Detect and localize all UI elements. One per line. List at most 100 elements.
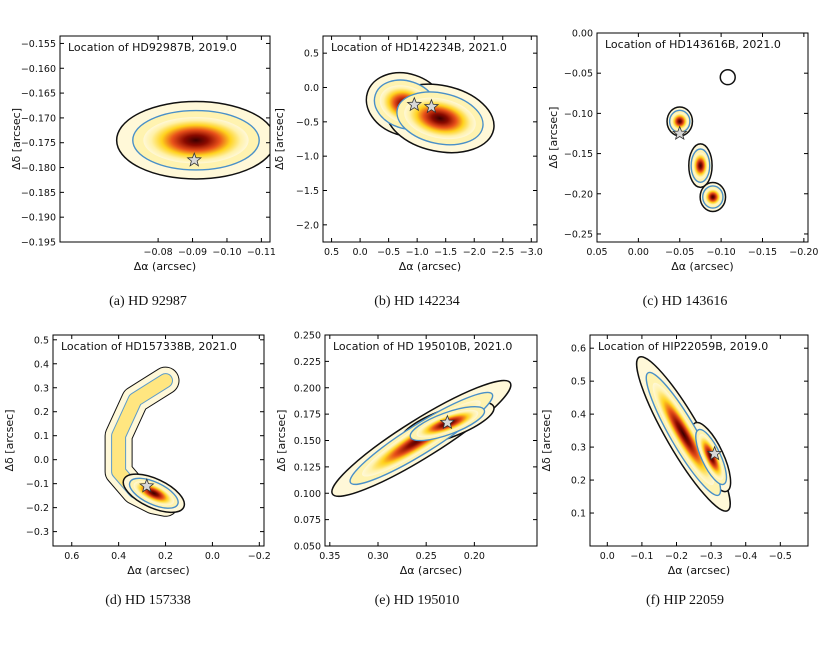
x-axis-label: Δα (arcsec) [399,260,461,273]
panel-c: 0.05 0.00 −0.05 −0.10 −0.15 −0.20 0.00 −0.05 −0.… [547,29,818,274]
y-tick-label: 0.250 [294,331,321,342]
x-axis-label: Δα (arcsec) [400,564,462,577]
x-tick-label: 0.4 [111,551,126,562]
companion-star-marker [186,151,202,167]
companion-star-marker [139,477,155,493]
y-tick-label: −0.160 [21,64,56,75]
outer-contour [719,69,736,86]
y-tick-label: 0.175 [294,410,321,421]
x-tick-label: −0.3 [700,551,723,562]
companion-star-marker [439,414,456,430]
x-tick-label: 0.20 [464,551,485,562]
x-tick-label: 0.25 [416,551,437,562]
y-axis-label: Δδ [arcsec] [275,410,288,472]
y-tick-label: 0.200 [294,383,321,394]
y-tick-label: 0.3 [571,443,586,454]
y-tick-label: 0.225 [294,357,321,368]
x-tick-label: −0.5 [769,551,792,562]
y-tick-label: 0.075 [294,515,321,526]
companion-star-marker [406,96,423,112]
y-tick-label: 0.5 [304,49,319,60]
y-tick-label: 0.6 [571,344,586,355]
y-tick-label: −0.05 [564,69,593,80]
x-tick-label: 0.00 [628,247,649,258]
x-tick-label: 0.05 [586,247,607,258]
panel-a: −0.08 −0.09 −0.10 −0.11 −0.155 −0.160 −0.165 −0… [10,35,276,273]
contour-layer [104,366,186,517]
plot-frame [589,334,809,547]
y-tick-label: 0.00 [572,29,593,40]
y-tick-label: −0.195 [21,238,56,249]
contour-layer [635,355,732,512]
x-tick-label: 0.5 [324,247,339,258]
contour-layer [115,100,270,180]
x-tick-label: −0.15 [748,247,777,258]
plot-area [597,33,808,242]
y-tick-label: −0.180 [21,163,56,174]
x-tick-label: −3.0 [520,247,543,258]
panel-d: 0.6 0.4 0.2 0.0 −0.2 0.5 0.4 0.3 0.2 0.1 0.0 −0.1 −0… [3,334,271,577]
x-tick-label: −0.2 [248,551,271,562]
density-peak [692,152,709,179]
plot-frame [322,35,538,243]
y-axis-label: Δδ [arcsec] [3,410,16,472]
y-axis-label: Δδ [arcsec] [10,108,23,170]
density-peak [671,112,689,131]
x-tick-label: −0.10 [707,247,736,258]
x-axis-label: Δα (arcsec) [134,260,196,273]
y-tick-label: 0.0 [304,83,319,94]
contour-layer [666,69,736,213]
x-tick-label: −0.10 [212,247,241,258]
y-tick-label: −0.15 [564,149,593,160]
y-tick-label: 0.150 [294,436,321,447]
y-tick-label: −0.170 [21,113,56,124]
y-tick-label: −0.2 [26,503,49,514]
x-tick-label: −2.0 [463,247,486,258]
density-peak [652,382,715,486]
x-tick-label: 0.6 [64,551,79,562]
contour-layer [365,72,495,154]
y-tick-label: −0.25 [564,229,593,240]
y-tick-label: 0.5 [571,377,586,388]
x-tick-label: −0.2 [665,551,688,562]
panel-title: Location of HIP22059B, 2019.0 [598,340,768,353]
y-tick-label: −0.1 [26,479,49,490]
x-tick-label: 0.0 [600,551,615,562]
density-peak [404,97,476,140]
caption-b: (b) HD 142234 [374,294,460,309]
y-tick-label: −0.165 [21,89,56,100]
plot-frame [59,35,271,243]
x-tick-label: −0.09 [178,247,207,258]
y-tick-label: 0.1 [34,431,49,442]
x-tick-label: 0.0 [353,247,368,258]
y-axis-label: Δδ [arcsec] [540,410,553,472]
x-tick-label: −1.5 [434,247,457,258]
x-tick-label: −0.5 [377,247,400,258]
x-tick-label: −0.08 [144,247,173,258]
y-tick-label: −0.155 [21,39,56,50]
y-tick-label: 0.4 [571,410,586,421]
y-tick-label: 0.125 [294,462,321,473]
y-tick-label: 0.3 [34,383,49,394]
companion-star-marker [672,125,688,140]
x-tick-label: 0.2 [158,551,173,562]
x-tick-label: −0.20 [789,247,818,258]
companion-star-marker [706,445,723,461]
panel-f: 0.0 −0.1 −0.2 −0.3 −0.4 −0.5 0.6 0.5 0.4 0.3 0.2 0.… [540,334,809,577]
x-tick-label: −0.05 [665,247,694,258]
x-tick-label: −1.0 [406,247,429,258]
y-tick-label: −0.185 [21,188,56,199]
caption-d: (d) HD 157338 [105,593,191,608]
y-tick-label: 0.0 [34,455,49,466]
contour-layer [331,379,512,498]
x-tick-label: 0.30 [367,551,388,562]
y-tick-label: 0.100 [294,489,321,500]
y-tick-label: −1.0 [296,152,319,163]
x-tick-label: −2.5 [491,247,514,258]
panel-e: 0.35 0.30 0.25 0.20 0.250 0.225 0.200 0.175 0.15… [275,331,538,577]
y-tick-label: 0.050 [294,542,321,553]
x-tick-label: 0.0 [205,551,220,562]
y-tick-label: −0.175 [21,138,56,149]
panel-title: Location of HD 195010B, 2021.0 [333,340,512,353]
